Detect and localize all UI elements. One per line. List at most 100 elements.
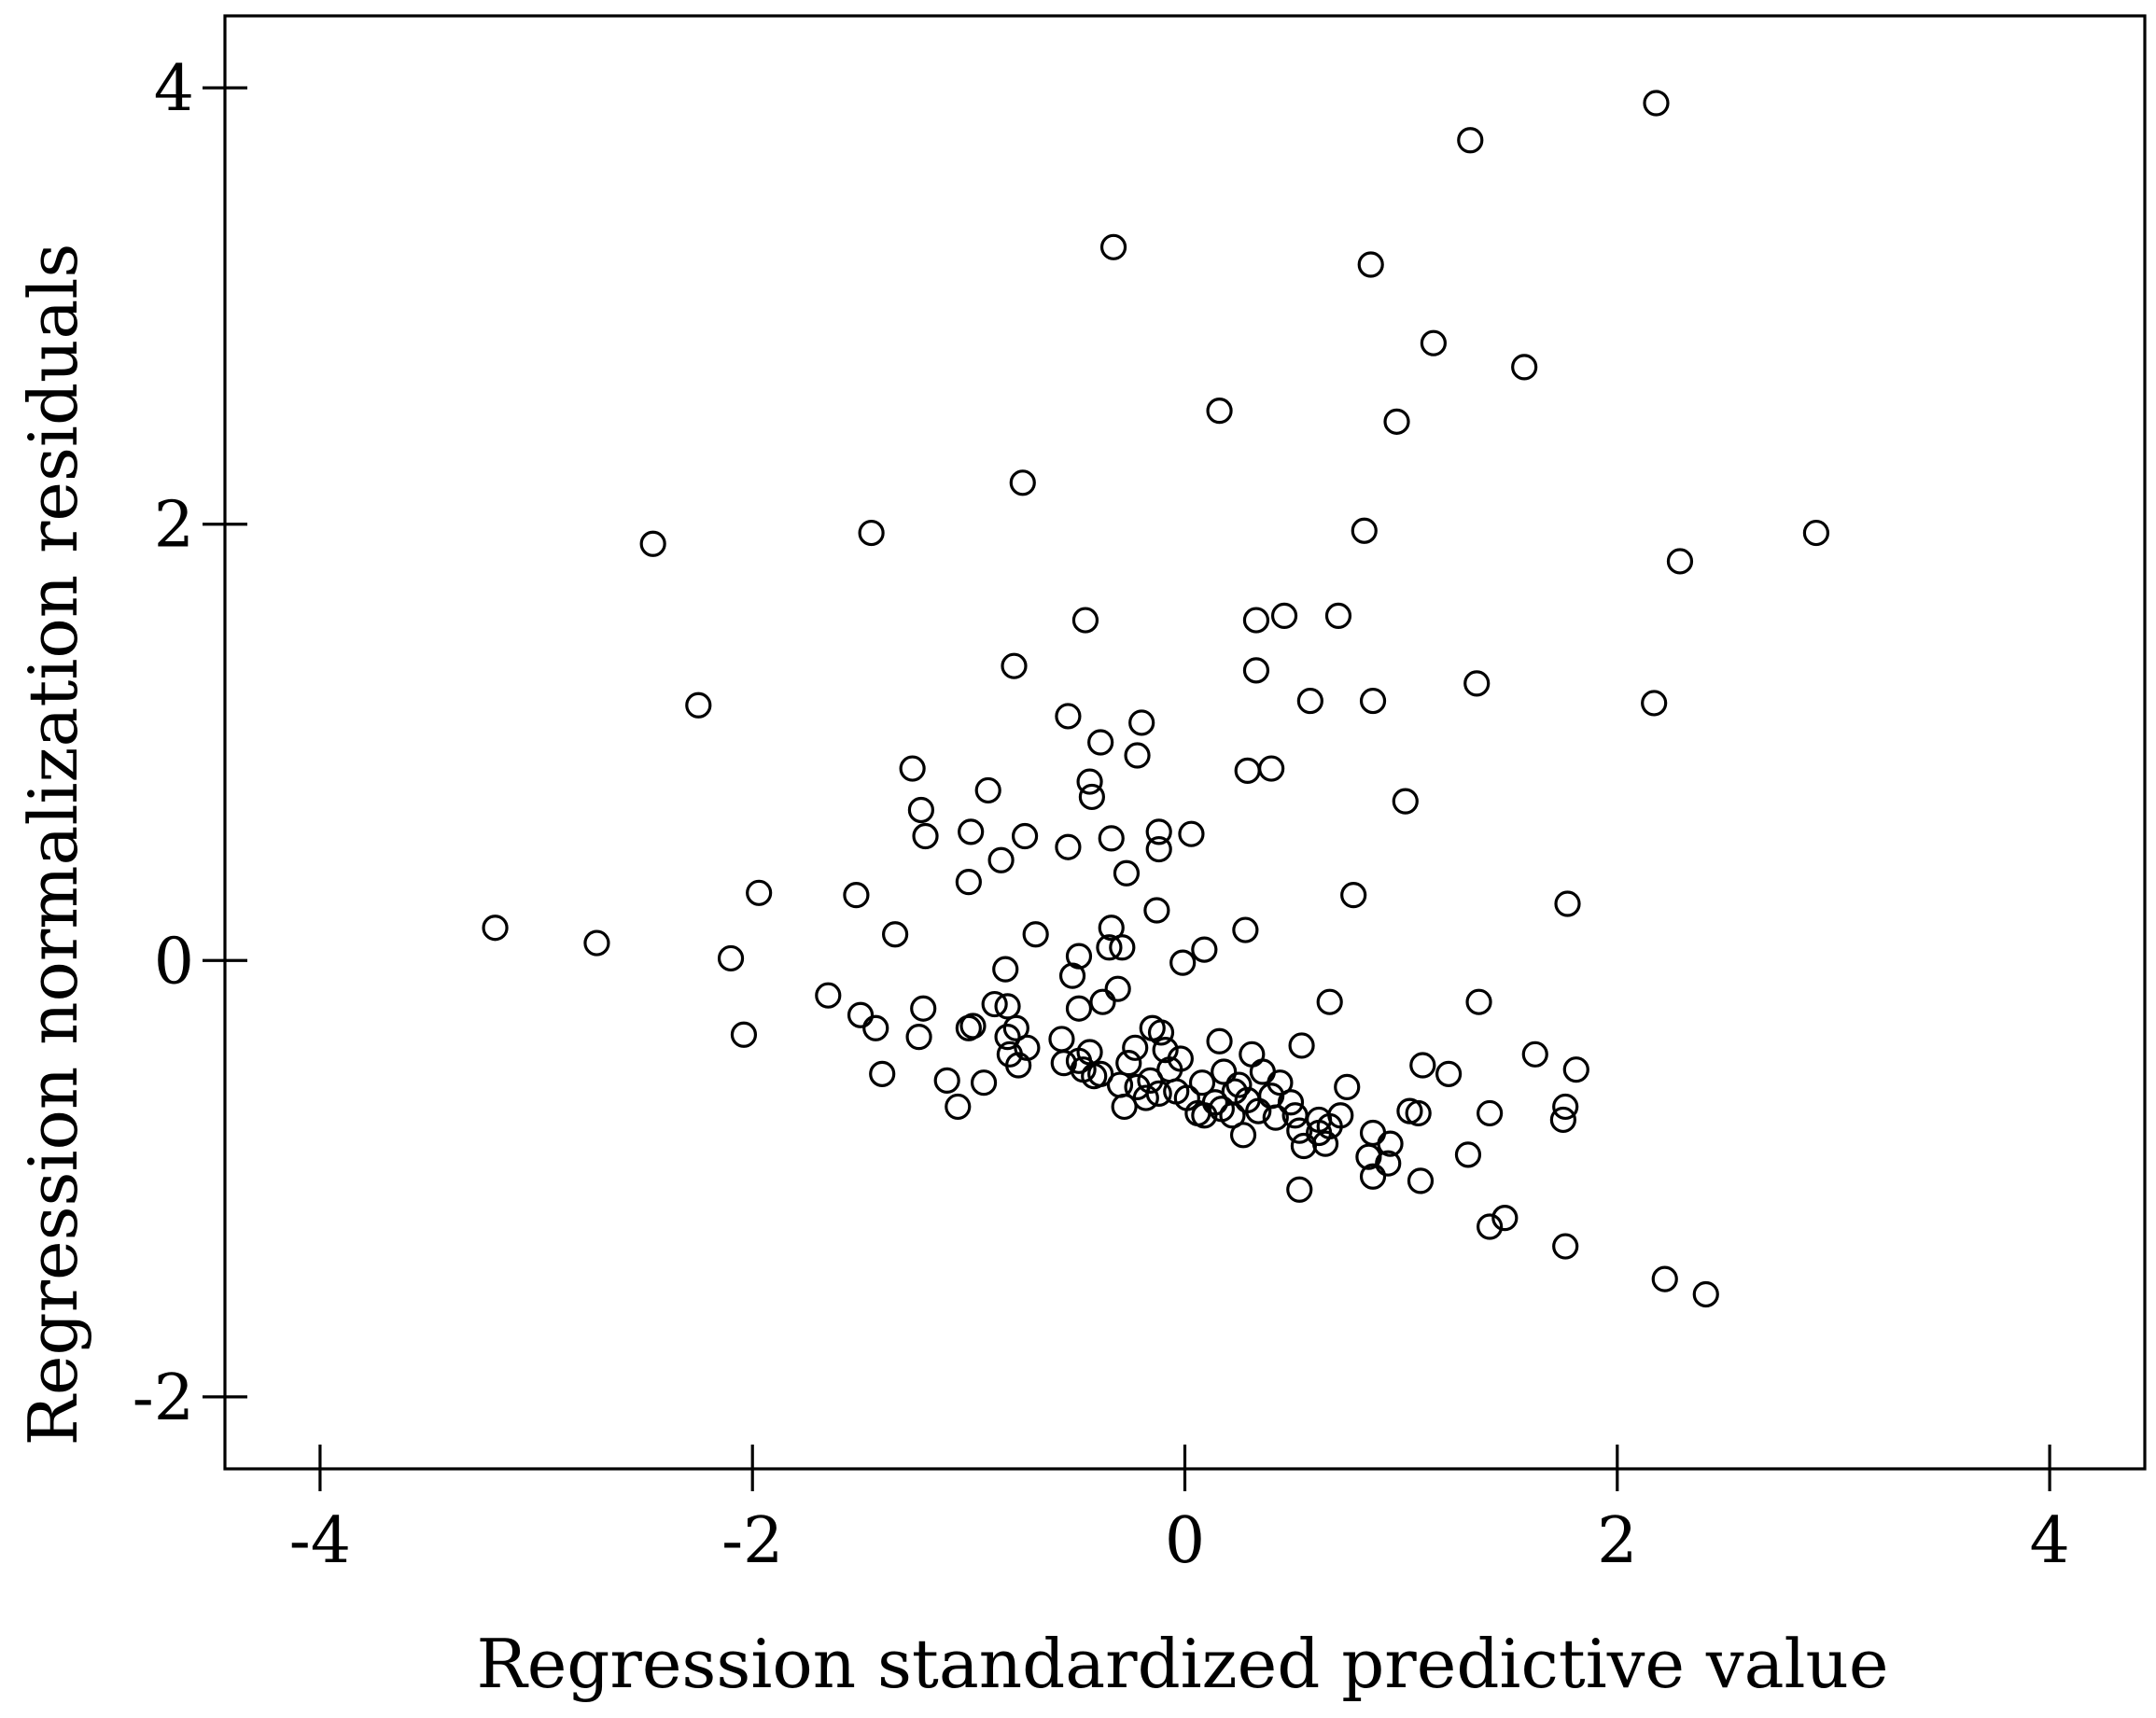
data-point xyxy=(881,921,909,948)
data-point xyxy=(1477,1213,1504,1240)
data-point xyxy=(1005,1052,1032,1079)
data-point xyxy=(1232,916,1259,943)
data-point xyxy=(717,944,745,972)
data-point xyxy=(1405,1099,1432,1127)
data-point xyxy=(1206,1027,1233,1055)
data-point xyxy=(1242,657,1270,684)
data-point xyxy=(1270,602,1298,630)
data-point xyxy=(1407,1167,1435,1194)
data-point xyxy=(1296,687,1323,715)
data-point xyxy=(1316,988,1343,1015)
data-point xyxy=(1334,1073,1361,1100)
data-point xyxy=(1065,995,1093,1022)
data-point xyxy=(1375,1150,1402,1177)
data-point xyxy=(1340,882,1367,909)
x-axis-title: Regression standardized predictive value xyxy=(476,1625,1888,1703)
data-point xyxy=(1409,1052,1436,1079)
data-point xyxy=(1022,921,1049,948)
data-point xyxy=(1188,1069,1216,1096)
data-point xyxy=(955,869,982,896)
data-point xyxy=(1147,1019,1175,1046)
data-point xyxy=(1229,1122,1257,1149)
data-point xyxy=(1191,1102,1218,1129)
y-tick-label: 4 xyxy=(154,52,194,126)
data-point xyxy=(639,530,666,557)
data-point xyxy=(1178,820,1205,847)
data-point xyxy=(1143,897,1170,924)
data-point xyxy=(1562,1056,1589,1083)
data-point xyxy=(1454,1141,1482,1168)
data-point xyxy=(912,822,939,850)
data-point xyxy=(1011,822,1039,850)
data-point xyxy=(1288,1032,1315,1059)
data-point xyxy=(1211,1058,1238,1085)
data-point xyxy=(1089,988,1116,1015)
data-point xyxy=(1137,1067,1164,1094)
data-point xyxy=(1076,768,1103,795)
data-point xyxy=(685,691,712,719)
data-point xyxy=(847,1001,875,1028)
data-point xyxy=(1071,607,1099,634)
data-point xyxy=(1145,835,1172,863)
data-point xyxy=(1001,652,1028,679)
data-point xyxy=(1290,1132,1318,1160)
data-point xyxy=(1463,670,1491,697)
data-point xyxy=(815,982,842,1009)
data-point xyxy=(1087,729,1114,756)
data-point xyxy=(1643,90,1670,117)
data-point xyxy=(992,956,1019,983)
data-point xyxy=(933,1067,960,1094)
data-point xyxy=(1392,788,1419,815)
data-points xyxy=(482,90,1830,1308)
data-point xyxy=(1262,1104,1289,1131)
x-tick-label: 4 xyxy=(2029,1504,2069,1578)
data-point xyxy=(1286,1176,1313,1203)
data-point xyxy=(981,990,1008,1018)
x-axis: -4 -2 0 2 4 xyxy=(289,1445,2070,1578)
data-point xyxy=(583,929,610,957)
data-point xyxy=(1128,709,1155,736)
data-point xyxy=(1111,1093,1138,1121)
data-point xyxy=(862,1014,889,1041)
data-point xyxy=(1099,233,1127,260)
data-point xyxy=(994,993,1021,1020)
data-point xyxy=(958,818,985,845)
data-point xyxy=(869,1060,896,1087)
data-point xyxy=(899,755,926,782)
data-point xyxy=(858,519,885,547)
data-point xyxy=(1802,519,1830,547)
data-point xyxy=(1267,1069,1294,1096)
data-point xyxy=(1311,1130,1339,1157)
plot-frame xyxy=(223,14,2147,1471)
data-point xyxy=(1554,890,1581,917)
data-point xyxy=(1420,329,1447,356)
data-point xyxy=(1169,949,1197,976)
data-point xyxy=(1491,1205,1519,1232)
data-point xyxy=(1435,1060,1463,1087)
x-tick-label: -2 xyxy=(721,1504,783,1578)
data-point xyxy=(1692,1280,1719,1308)
data-point xyxy=(1002,1014,1029,1041)
data-point xyxy=(1383,408,1410,435)
y-tick-label: -2 xyxy=(133,1362,194,1435)
data-point xyxy=(730,1021,758,1048)
data-point xyxy=(1286,1117,1313,1144)
data-point xyxy=(1477,1099,1504,1127)
data-point xyxy=(1552,1233,1579,1260)
data-point xyxy=(1225,1071,1253,1098)
data-point xyxy=(959,1013,987,1040)
data-point xyxy=(1109,934,1136,961)
data-point xyxy=(1191,936,1218,963)
y-tick-label: 2 xyxy=(154,489,194,563)
y-axis: -2 0 2 4 xyxy=(133,52,247,1435)
data-point xyxy=(843,882,870,909)
data-point xyxy=(1465,988,1492,1015)
data-point xyxy=(746,879,773,906)
data-point xyxy=(910,995,937,1022)
data-point xyxy=(1115,1050,1142,1077)
data-point xyxy=(1552,1093,1579,1121)
data-point xyxy=(1132,1084,1159,1111)
data-point xyxy=(1145,818,1172,845)
data-point xyxy=(1377,1130,1404,1157)
